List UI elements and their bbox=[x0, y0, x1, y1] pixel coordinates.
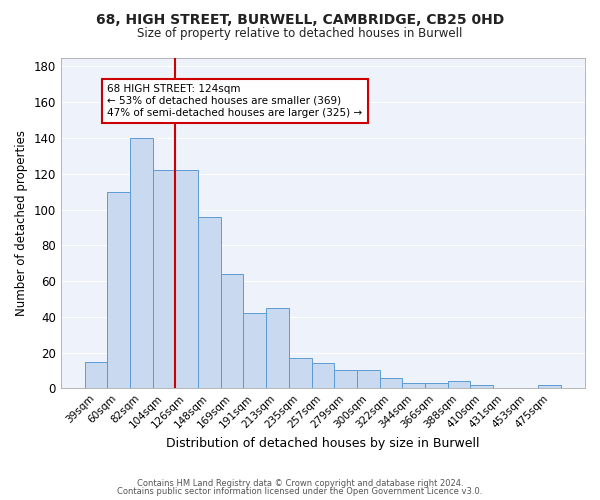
X-axis label: Distribution of detached houses by size in Burwell: Distribution of detached houses by size … bbox=[166, 437, 479, 450]
Y-axis label: Number of detached properties: Number of detached properties bbox=[15, 130, 28, 316]
Bar bbox=[107, 192, 130, 388]
Bar bbox=[289, 358, 311, 388]
Bar bbox=[198, 216, 221, 388]
Bar bbox=[380, 378, 403, 388]
Bar bbox=[175, 170, 198, 388]
Bar bbox=[266, 308, 289, 388]
Bar bbox=[425, 383, 448, 388]
Bar bbox=[357, 370, 380, 388]
Bar bbox=[221, 274, 244, 388]
Bar bbox=[130, 138, 152, 388]
Text: Contains public sector information licensed under the Open Government Licence v3: Contains public sector information licen… bbox=[118, 487, 482, 496]
Bar bbox=[538, 385, 561, 388]
Bar bbox=[85, 362, 107, 388]
Bar bbox=[448, 381, 470, 388]
Bar bbox=[152, 170, 175, 388]
Bar bbox=[311, 364, 334, 388]
Text: Contains HM Land Registry data © Crown copyright and database right 2024.: Contains HM Land Registry data © Crown c… bbox=[137, 478, 463, 488]
Text: 68 HIGH STREET: 124sqm
← 53% of detached houses are smaller (369)
47% of semi-de: 68 HIGH STREET: 124sqm ← 53% of detached… bbox=[107, 84, 362, 117]
Bar bbox=[244, 313, 266, 388]
Bar bbox=[403, 383, 425, 388]
Bar bbox=[470, 385, 493, 388]
Bar bbox=[334, 370, 357, 388]
Text: Size of property relative to detached houses in Burwell: Size of property relative to detached ho… bbox=[137, 28, 463, 40]
Text: 68, HIGH STREET, BURWELL, CAMBRIDGE, CB25 0HD: 68, HIGH STREET, BURWELL, CAMBRIDGE, CB2… bbox=[96, 12, 504, 26]
